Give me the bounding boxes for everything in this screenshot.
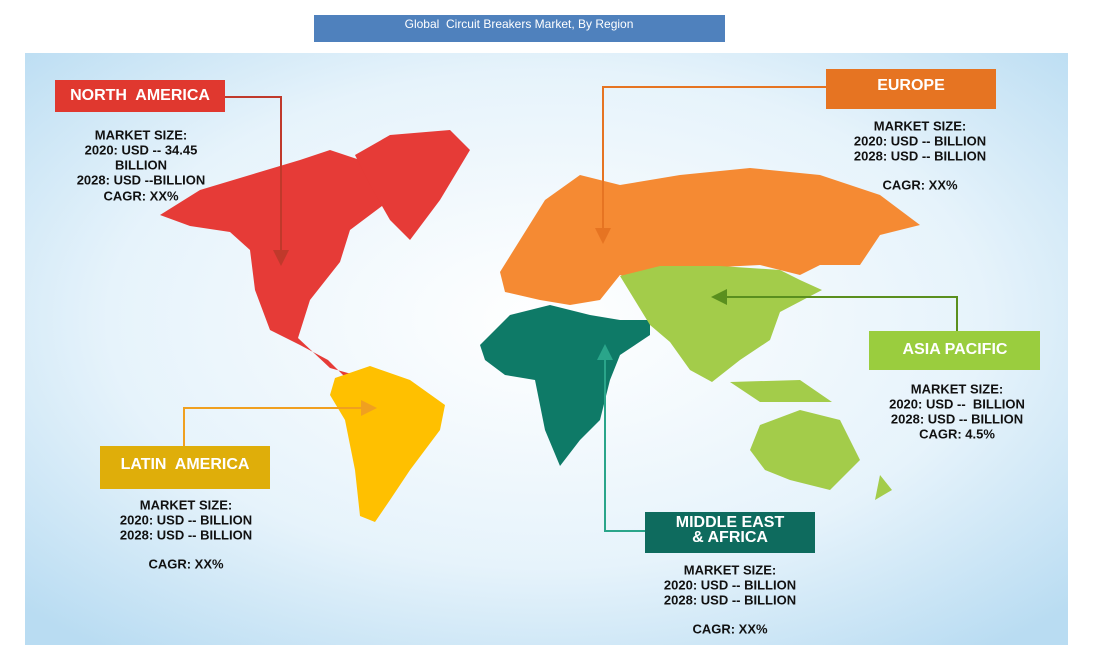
region-box xyxy=(100,446,270,489)
arrow xyxy=(711,289,958,331)
arrow xyxy=(183,400,377,446)
continents xyxy=(160,130,920,522)
market-size-text: 2028: USD --BILLION xyxy=(77,172,206,187)
market-size-text: 2020: USD -- 34.45 xyxy=(85,142,198,157)
connectors xyxy=(183,86,958,532)
market-size-text: 2020: USD -- BILLION xyxy=(120,512,252,527)
cagr-text: CAGR: XX% xyxy=(882,177,958,192)
south-america-shape xyxy=(330,366,445,522)
region-name: MIDDLE EAST xyxy=(676,514,785,531)
cagr-text: CAGR: XX% xyxy=(103,188,179,203)
market-size-text: 2020: USD -- BILLION xyxy=(664,577,796,592)
market-size-text: MARKET SIZE: xyxy=(684,562,776,577)
greenland-shape xyxy=(355,130,470,240)
islands-shape xyxy=(730,380,832,402)
market-size-text: 2020: USD -- BILLION xyxy=(854,133,986,148)
region-name: NORTH AMERICA xyxy=(70,87,210,104)
market-size-text: 2028: USD -- BILLION xyxy=(854,148,986,163)
new-zealand-shape xyxy=(875,475,892,500)
market-size-text: MARKET SIZE: xyxy=(140,497,232,512)
region-box xyxy=(645,512,815,553)
region-box xyxy=(55,80,225,112)
arrow xyxy=(595,86,826,244)
title: Global Circuit Breakers Market, By Regio… xyxy=(405,17,634,31)
market-size-text: MARKET SIZE: xyxy=(911,381,1003,396)
market-size-text: 2028: USD -- BILLION xyxy=(664,592,796,607)
region-name: & AFRICA xyxy=(692,529,768,546)
arrow xyxy=(225,96,289,266)
cagr-text: CAGR: XX% xyxy=(692,621,768,636)
region-name: LATIN AMERICA xyxy=(121,456,250,473)
europe-shape xyxy=(500,168,920,305)
title-box xyxy=(314,15,725,42)
market-size-text: 2028: USD -- BILLION xyxy=(891,411,1023,426)
north-america-shape xyxy=(160,150,400,382)
australia-shape xyxy=(750,410,860,490)
region-name: ASIA PACIFIC xyxy=(903,341,1008,358)
market-size-text: 2020: USD -- BILLION xyxy=(889,396,1025,411)
region-name: EUROPE xyxy=(877,77,945,94)
cagr-text: CAGR: 4.5% xyxy=(919,426,995,441)
region-box xyxy=(826,69,996,109)
market-size-text: MARKET SIZE: xyxy=(95,127,187,142)
cagr-text: CAGR: XX% xyxy=(148,556,224,571)
asia-shape xyxy=(620,266,822,382)
region-box xyxy=(869,331,1040,370)
market-size-text: MARKET SIZE: xyxy=(874,118,966,133)
market-size-text: BILLION xyxy=(115,157,167,172)
arrow xyxy=(597,344,645,532)
market-size-text: 2028: USD -- BILLION xyxy=(120,527,252,542)
